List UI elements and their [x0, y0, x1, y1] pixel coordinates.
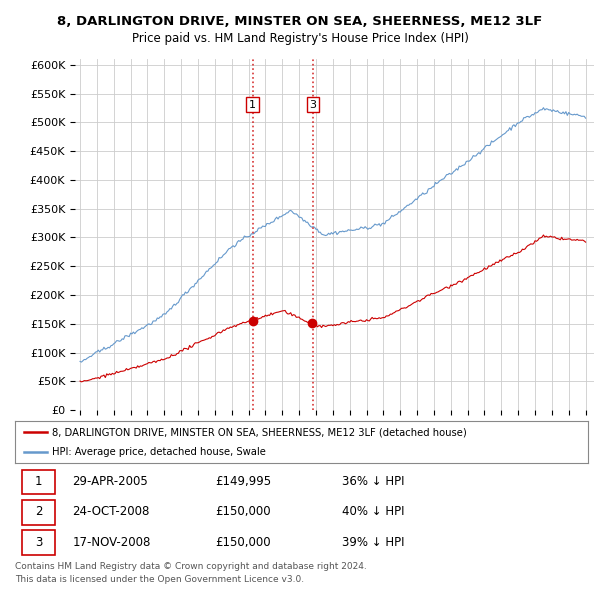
Text: 24-OCT-2008: 24-OCT-2008	[73, 505, 149, 519]
Text: 36% ↓ HPI: 36% ↓ HPI	[341, 475, 404, 488]
Text: 8, DARLINGTON DRIVE, MINSTER ON SEA, SHEERNESS, ME12 3LF: 8, DARLINGTON DRIVE, MINSTER ON SEA, SHE…	[58, 15, 542, 28]
FancyBboxPatch shape	[22, 530, 55, 555]
Text: 8, DARLINGTON DRIVE, MINSTER ON SEA, SHEERNESS, ME12 3LF (detached house): 8, DARLINGTON DRIVE, MINSTER ON SEA, SHE…	[52, 427, 467, 437]
Text: 17-NOV-2008: 17-NOV-2008	[73, 536, 151, 549]
Text: 39% ↓ HPI: 39% ↓ HPI	[341, 536, 404, 549]
FancyBboxPatch shape	[22, 500, 55, 525]
Text: 3: 3	[310, 100, 317, 110]
Text: 2: 2	[35, 505, 42, 519]
Text: HPI: Average price, detached house, Swale: HPI: Average price, detached house, Swal…	[52, 447, 266, 457]
Text: £149,995: £149,995	[215, 475, 272, 488]
Text: 3: 3	[35, 536, 42, 549]
Text: £150,000: £150,000	[215, 536, 271, 549]
Text: £150,000: £150,000	[215, 505, 271, 519]
Text: Price paid vs. HM Land Registry's House Price Index (HPI): Price paid vs. HM Land Registry's House …	[131, 32, 469, 45]
Text: Contains HM Land Registry data © Crown copyright and database right 2024.: Contains HM Land Registry data © Crown c…	[15, 562, 367, 571]
FancyBboxPatch shape	[22, 470, 55, 494]
Text: 29-APR-2005: 29-APR-2005	[73, 475, 148, 488]
Text: This data is licensed under the Open Government Licence v3.0.: This data is licensed under the Open Gov…	[15, 575, 304, 584]
Text: 1: 1	[35, 475, 42, 488]
Text: 40% ↓ HPI: 40% ↓ HPI	[341, 505, 404, 519]
Text: 1: 1	[249, 100, 256, 110]
